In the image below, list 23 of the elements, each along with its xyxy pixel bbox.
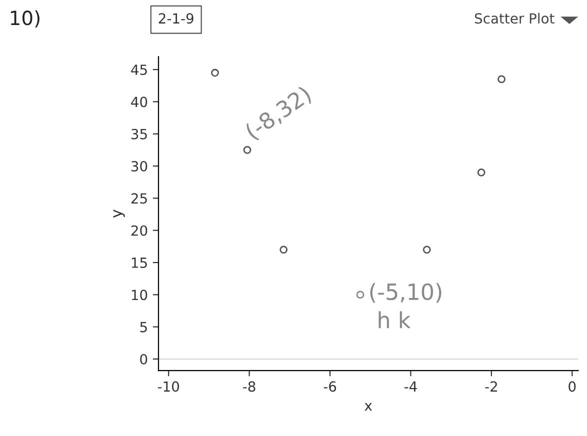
y-tick-label: 30 xyxy=(131,161,148,172)
chart-title: 2-1-9 xyxy=(158,13,194,24)
x-tick-label: -10 xyxy=(158,381,179,392)
y-tick-label: 20 xyxy=(131,225,148,236)
x-axis-title: x xyxy=(364,402,372,411)
x-tick-label: -6 xyxy=(324,381,336,392)
y-axis-title: y xyxy=(113,210,125,218)
text: 10) xyxy=(10,10,40,28)
y-tick-label: 5 xyxy=(140,322,147,332)
x-tick-label: 0 xyxy=(568,381,576,392)
y-tick-label: 15 xyxy=(132,258,147,268)
chart-subtitle: Scatter Plot xyxy=(474,12,554,24)
annotation: (-5,10) xyxy=(370,282,442,303)
x-tick-label: -2 xyxy=(485,381,497,392)
x-tick-label: -8 xyxy=(243,381,256,392)
y-tick-label: 45 xyxy=(131,64,147,76)
y-tick-label: 10 xyxy=(132,290,148,300)
annotation: h k xyxy=(378,311,411,328)
y-tick-label: 40 xyxy=(131,96,148,108)
y-tick-label: 25 xyxy=(131,193,147,204)
y-tick-label: 0 xyxy=(140,354,148,364)
y-tick-label: 35 xyxy=(131,128,147,140)
x-tick-label: -4 xyxy=(404,381,417,392)
